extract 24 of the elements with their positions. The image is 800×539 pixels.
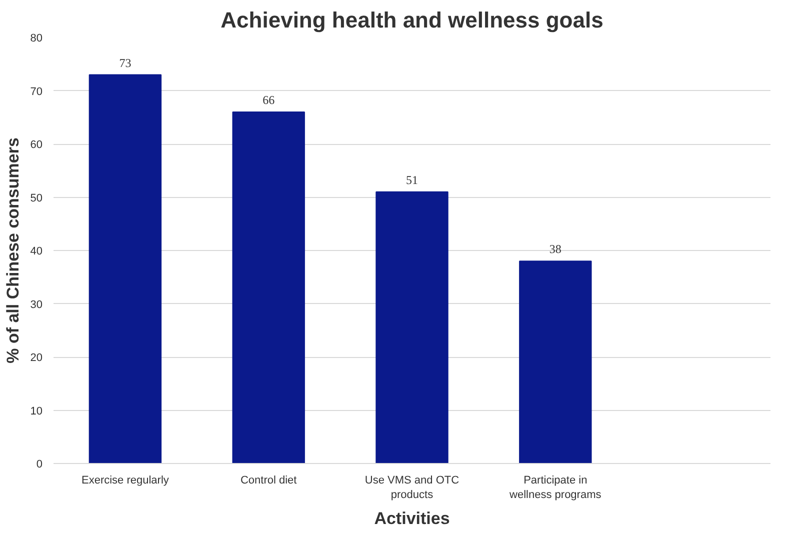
bar <box>519 260 592 464</box>
x-tick-label: Participate in wellness programs <box>508 474 602 501</box>
x-tick-label: Use VMS and OTC products <box>364 474 460 501</box>
bar <box>232 112 305 464</box>
x-tick-label: Exercise regularly <box>81 474 170 486</box>
y-tick-label: 30 <box>30 298 43 311</box>
bar <box>88 74 162 464</box>
data-label: 66 <box>262 93 275 108</box>
x-axis-title: Activities <box>374 508 450 528</box>
y-tick-label: 40 <box>30 246 43 258</box>
data-label: 51 <box>406 172 418 187</box>
chart-title: Achieving health and wellness goals <box>220 8 604 32</box>
y-tick-label: 70 <box>30 86 43 98</box>
y-tick-label: 80 <box>30 32 43 44</box>
bar <box>376 191 448 464</box>
y-tick-label: 50 <box>30 192 43 204</box>
y-tick-label: 10 <box>30 405 43 418</box>
y-tick-label: 60 <box>30 139 43 151</box>
data-label: 73 <box>119 56 132 70</box>
data-label: 38 <box>549 242 562 256</box>
y-tick-label: 0 <box>36 458 43 470</box>
x-tick-label: Control diet <box>240 474 297 486</box>
y-tick-label: 20 <box>30 352 43 364</box>
y-axis-title: % of all Chinese consumers <box>3 138 22 364</box>
